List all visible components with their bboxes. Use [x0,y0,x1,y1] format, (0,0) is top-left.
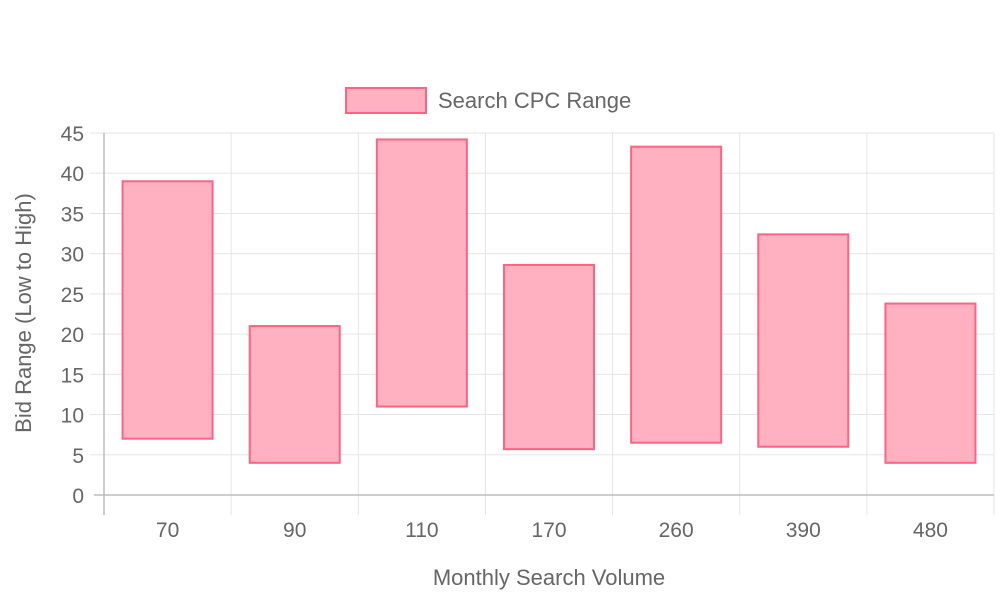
y-axis-title: Bid Range (Low to High) [11,193,36,433]
x-tick-label: 260 [659,519,694,542]
y-tick-label: 40 [61,163,84,186]
bar[interactable] [375,138,468,408]
x-tick-label: 170 [531,519,566,542]
y-tick-label: 35 [61,203,84,226]
bar[interactable] [630,145,723,444]
bar[interactable] [757,233,850,448]
legend-label[interactable]: Search CPC Range [438,88,631,113]
y-tick-label: 0 [72,485,84,508]
y-tick-label: 15 [61,364,84,387]
bar[interactable] [503,263,595,451]
x-axis-title: Monthly Search Volume [433,565,665,590]
axes [94,133,994,515]
y-tick-label: 30 [61,244,84,267]
y-tick-label: 20 [61,324,84,347]
x-tick-label: 70 [156,519,179,542]
legend-swatch[interactable] [345,87,427,114]
x-tick-label: 90 [283,519,306,542]
bars [121,138,977,464]
bar[interactable] [884,302,977,464]
x-tick-label: 480 [913,519,948,542]
x-tick-label: 110 [405,519,438,542]
bar[interactable] [248,325,341,464]
tick-labels: 0 5 10 15 20 25 30 35 40 45 70 90 110 170 260 390 480 [61,123,948,542]
x-tick-label: 390 [786,519,821,542]
bar[interactable] [121,180,214,440]
y-tick-label: 10 [61,405,84,428]
y-tick-label: 25 [61,284,84,307]
y-tick-label: 5 [72,445,84,468]
legend[interactable]: Search CPC Range [345,87,631,114]
y-tick-label: 45 [61,123,84,146]
